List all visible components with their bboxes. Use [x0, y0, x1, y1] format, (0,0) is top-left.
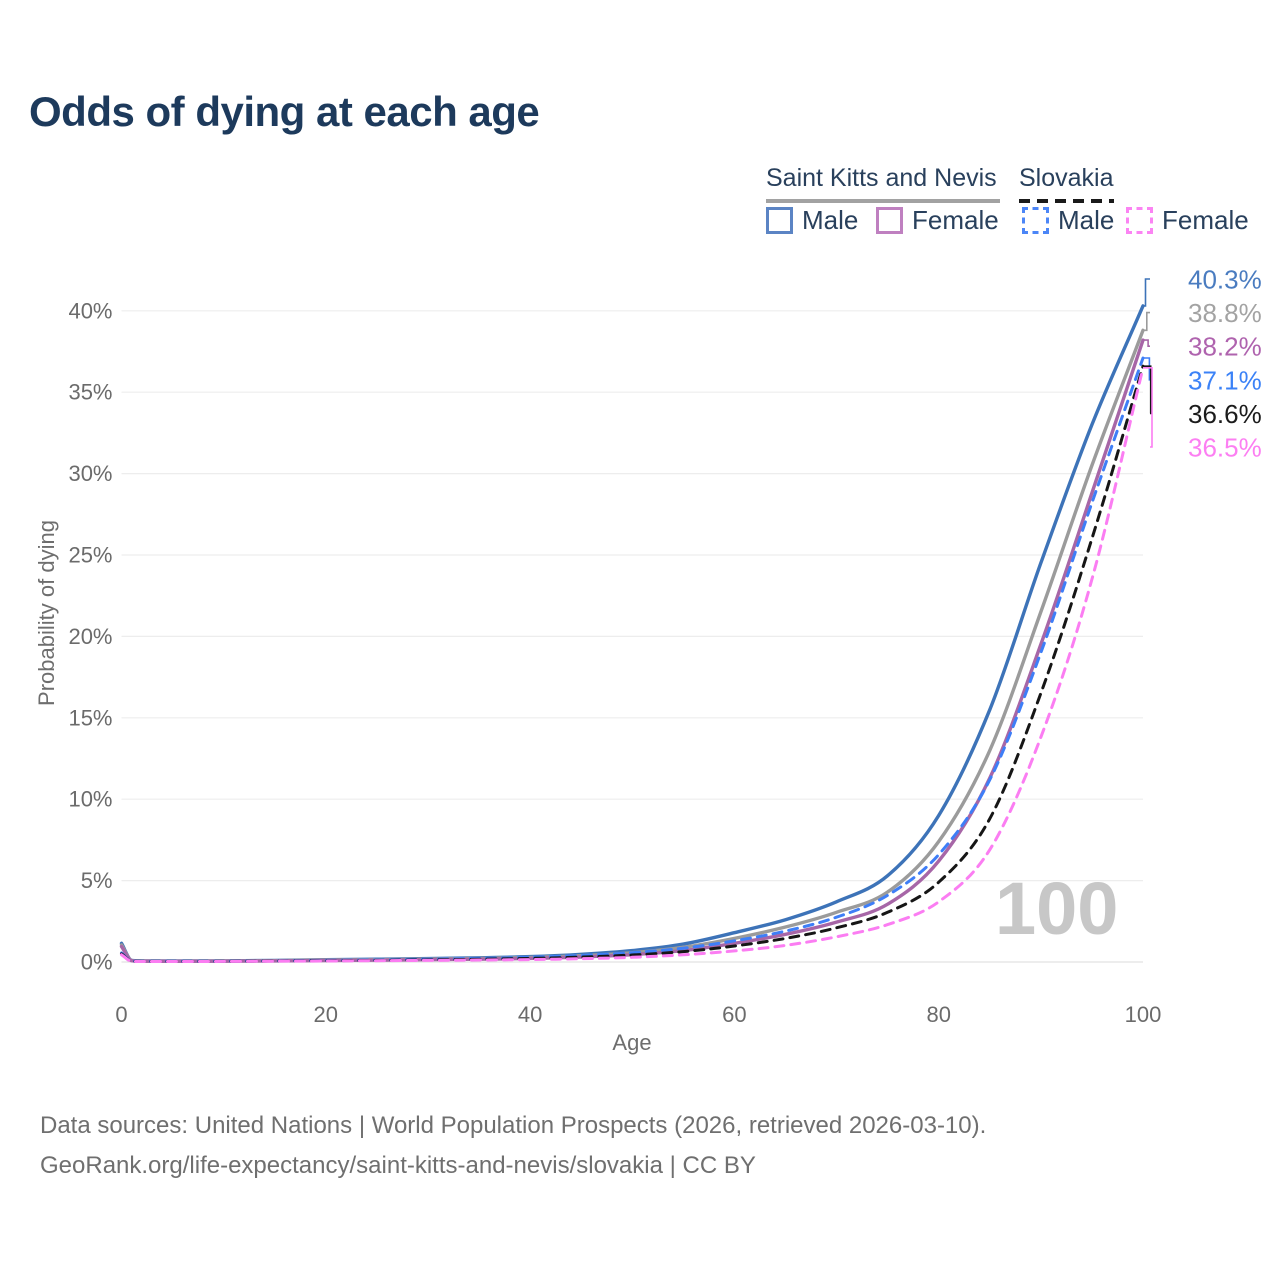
- legend-item-label: Male: [1058, 205, 1115, 235]
- legend-item-label: Female: [1162, 205, 1249, 235]
- line-slovakia-total: [120, 364, 1145, 963]
- end-value-labels: 40.3%38.8% 38.2%37.1% 36.6% 36.5%: [1143, 265, 1262, 463]
- swatch-dashed-female-icon: [1126, 207, 1153, 234]
- y-tick-label: 5%: [81, 868, 113, 893]
- series-lines: [119, 304, 1145, 963]
- legend-group-slovakia: Slovakia: [1019, 164, 1114, 203]
- end-value-label: 36.5%: [1188, 433, 1262, 463]
- legend-item-skn-male: Male: [766, 205, 858, 236]
- x-axis-title: Age: [612, 1030, 652, 1055]
- footer-attribution: GeoRank.org/life-expectancy/saint-kitts-…: [40, 1152, 756, 1179]
- legend-group-label: Saint Kitts and Nevis: [766, 164, 997, 192]
- y-tick-label: 25%: [68, 543, 112, 568]
- x-tick-label: 60: [722, 1002, 746, 1027]
- end-label-connector: [1143, 357, 1151, 381]
- page-title: Odds of dying at each age: [29, 88, 540, 135]
- y-tick-label: 10%: [68, 787, 112, 812]
- end-value-label: 37.1%: [1188, 365, 1262, 395]
- gridlines: [121, 310, 1143, 963]
- x-tick-label: 80: [926, 1002, 950, 1027]
- legend-group-label: Slovakia: [1019, 164, 1114, 192]
- legend-item-skn-female: Female: [876, 205, 999, 236]
- swatch-dashed-male-icon: [1022, 207, 1049, 234]
- end-label-connector: [1143, 339, 1150, 347]
- legend-item-svk-female: Female: [1126, 205, 1249, 236]
- end-value-label: 38.2%: [1188, 332, 1262, 362]
- legend-item-label: Male: [802, 205, 859, 235]
- y-tick-label: 20%: [68, 624, 112, 649]
- end-label-connector: [1143, 365, 1152, 415]
- x-tick-label: 0: [115, 1002, 127, 1027]
- line-slovakia-female: [120, 366, 1145, 963]
- y-tick-label: 15%: [68, 705, 112, 730]
- line-saint-kitts-and-nevis-male: [119, 304, 1145, 963]
- line-slovakia-male: [120, 356, 1145, 963]
- y-tick-label: 35%: [68, 380, 112, 405]
- y-tick-label: 40%: [68, 298, 112, 323]
- end-label-connector: [1143, 278, 1150, 307]
- end-label-connector: [1143, 367, 1153, 448]
- end-value-label: 40.3%: [1188, 265, 1262, 295]
- legend-line-sample-solid: [766, 199, 1000, 203]
- y-tick-label: 0%: [81, 950, 113, 975]
- footer-data-sources: Data sources: United Nations | World Pop…: [40, 1112, 987, 1139]
- legend-line-sample-dashed: [1019, 199, 1114, 203]
- x-tick-label: 20: [314, 1002, 338, 1027]
- swatch-solid-male-icon: [766, 207, 793, 234]
- line-saint-kitts-and-nevis-female: [119, 338, 1145, 963]
- x-tick-label: 40: [518, 1002, 542, 1027]
- end-value-label: 38.8%: [1188, 298, 1262, 328]
- footer: Data sources: United Nations | World Pop…: [40, 1106, 986, 1186]
- swatch-solid-female-icon: [876, 207, 903, 234]
- x-tick-label: 100: [1125, 1002, 1162, 1027]
- legend-group-saint-kitts: Saint Kitts and Nevis: [766, 164, 1000, 203]
- end-value-label: 36.6%: [1188, 399, 1262, 429]
- axis-tick-labels: 0% 5% 10% 15% 20% 25% 30% 35% 40% 0 20 40 60 80 100: [68, 298, 1161, 1027]
- end-label-connector: [1143, 311, 1150, 332]
- line-saint-kitts-and-nevis-total: [119, 328, 1145, 963]
- legend-item-svk-male: Male: [1022, 205, 1114, 236]
- age-watermark: 100: [995, 867, 1119, 950]
- legend-item-label: Female: [912, 205, 999, 235]
- y-tick-label: 30%: [68, 461, 112, 486]
